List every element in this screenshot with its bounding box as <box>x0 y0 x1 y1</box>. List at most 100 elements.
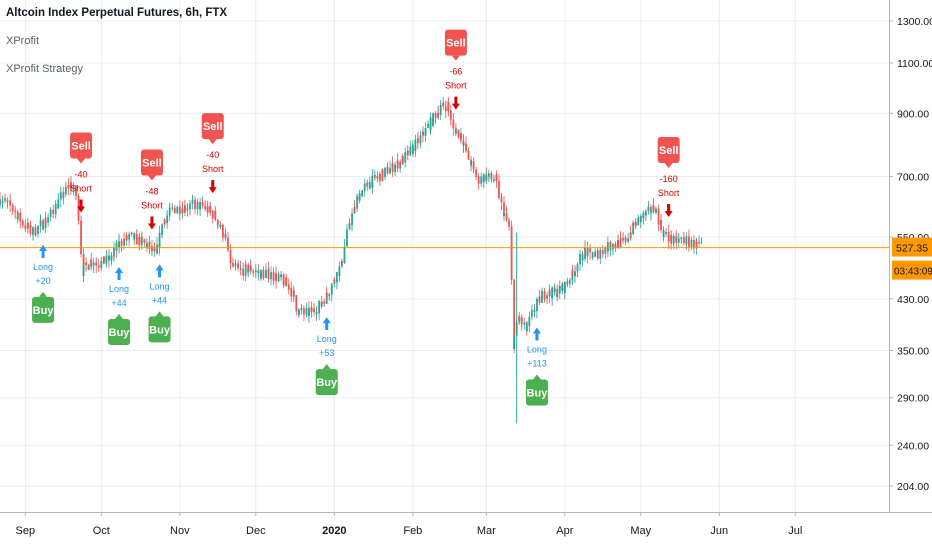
candle-body <box>67 184 70 188</box>
candle-body <box>492 180 495 182</box>
candle-body <box>574 271 576 276</box>
chart-title[interactable]: Altcoin Index Perpetual Futures, 6h, FTX <box>6 7 228 19</box>
long-label: Long <box>527 344 547 354</box>
candle-body <box>373 175 376 178</box>
candle-body <box>333 279 336 282</box>
candle-body <box>254 270 257 272</box>
strategy-long-entry[interactable]: Long +20 Buy <box>32 244 54 323</box>
buy-badge <box>148 316 171 343</box>
candle-body <box>143 242 146 243</box>
buy-signal[interactable]: Buy <box>32 291 54 323</box>
candle-body <box>500 197 503 203</box>
candle-body <box>125 235 128 240</box>
candle-body <box>161 224 163 235</box>
candle-body <box>173 208 176 214</box>
candle-body <box>556 293 559 298</box>
candle-body <box>389 171 391 174</box>
candle-body <box>42 228 44 230</box>
candle-body <box>429 117 432 131</box>
candle-body <box>662 232 665 238</box>
strategy-short-entry[interactable]: Sell -66 Short <box>444 29 467 110</box>
buy-badge <box>525 379 548 406</box>
candle-body <box>371 175 374 188</box>
buy-badge-pointer <box>39 291 48 297</box>
strategy-short-entry[interactable]: Sell -40 Short <box>70 132 93 213</box>
x-tick-label: Dec <box>246 525 266 537</box>
candle-body <box>363 183 366 187</box>
x-tick-label: Jul <box>788 525 802 537</box>
candle-body <box>348 223 351 225</box>
long-arrow-icon <box>39 244 48 258</box>
candle-body <box>475 175 478 178</box>
buy-signal[interactable]: Buy <box>148 311 171 343</box>
buy-badge <box>315 369 338 396</box>
candle-body <box>16 215 19 220</box>
candle-body <box>199 202 201 210</box>
candle-body <box>216 219 219 225</box>
candle-body <box>361 190 364 197</box>
sell-signal[interactable]: Sell <box>444 29 467 61</box>
candle-body <box>543 298 546 300</box>
sell-signal[interactable]: Sell <box>657 137 680 169</box>
candle-body <box>54 213 57 215</box>
candle-body <box>151 246 153 252</box>
x-tick-label: Jun <box>710 525 728 537</box>
short-pnl: -160 <box>660 174 678 184</box>
candle-body <box>272 279 275 281</box>
long-label: Long <box>33 262 53 272</box>
strategy-long-entry[interactable]: Long +44 Buy <box>108 266 130 345</box>
sell-badge-pointer <box>208 139 217 145</box>
strategy-short-entry[interactable]: Sell -48 Short <box>140 149 163 230</box>
countdown-tag <box>892 260 932 280</box>
strategy-short-entry[interactable]: Sell -160 Short <box>657 137 680 218</box>
candle-body <box>632 222 635 227</box>
candle-body <box>657 214 660 225</box>
buy-signal[interactable]: Buy <box>108 313 130 345</box>
candle-body <box>589 248 592 253</box>
buy-signal[interactable]: Buy <box>525 374 548 406</box>
sell-badge-pointer <box>451 55 460 61</box>
strategy-long-entry[interactable]: Long +113 Buy <box>525 327 548 406</box>
strategy-short-entry[interactable]: Sell -40 Short <box>201 113 224 194</box>
short-label: Short <box>445 81 467 91</box>
sell-signal[interactable]: Sell <box>201 113 224 145</box>
candle-body <box>303 312 305 315</box>
candle-body <box>609 242 612 251</box>
candle-body <box>252 271 255 273</box>
candle-body <box>379 173 381 182</box>
candle-body <box>358 193 361 201</box>
candle-body <box>680 237 683 239</box>
candle-body <box>183 205 186 211</box>
candle-body <box>356 200 359 209</box>
indicator-xprofit-strategy[interactable]: XProfit Strategy <box>6 63 84 75</box>
candle-body <box>427 123 429 127</box>
candle-body <box>108 255 110 261</box>
short-label: Short <box>658 188 680 198</box>
candle-body <box>295 303 298 312</box>
candle-body <box>120 244 123 246</box>
candle-body <box>277 274 280 277</box>
sell-signal[interactable]: Sell <box>70 132 93 164</box>
sell-label: Sell <box>142 158 162 170</box>
buy-signal[interactable]: Buy <box>315 364 338 396</box>
time-axis[interactable] <box>0 512 932 550</box>
indicator-xprofit[interactable]: XProfit <box>6 35 40 47</box>
candle-body <box>439 105 442 110</box>
candle-body <box>82 264 85 277</box>
strategy-long-entry[interactable]: Long +53 Buy <box>315 317 338 396</box>
candle-body <box>80 220 82 236</box>
candle-body <box>214 210 217 220</box>
candle-body <box>224 234 227 238</box>
last-price-label: 527.35 <box>896 243 928 255</box>
candle-body <box>318 301 321 307</box>
candle-body <box>528 316 531 319</box>
long-pnl: +44 <box>152 295 167 305</box>
sell-signal[interactable]: Sell <box>140 149 163 181</box>
candle-body <box>285 277 288 285</box>
candle-body <box>247 264 250 273</box>
strategy-long-entry[interactable]: Long +44 Buy <box>148 264 171 343</box>
candle-body <box>434 114 437 118</box>
candle-body <box>75 194 77 197</box>
